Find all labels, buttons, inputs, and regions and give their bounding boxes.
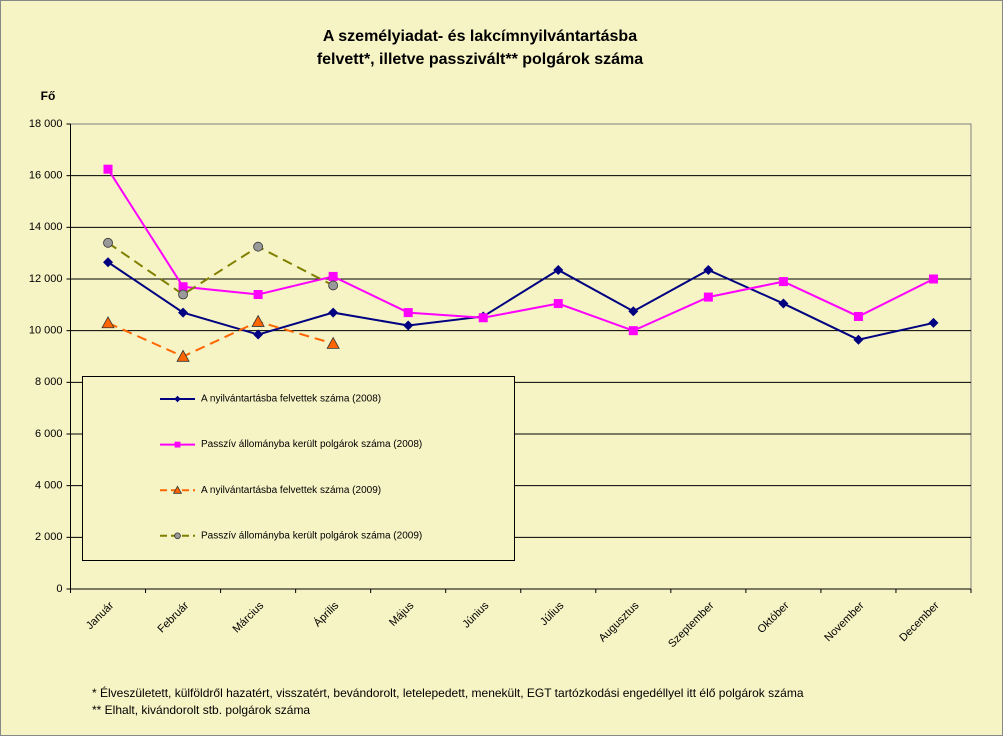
- marker: [178, 289, 188, 300]
- series-line: [107, 242, 334, 296]
- y-tick-label: 14 000: [29, 221, 63, 233]
- series-line: [107, 261, 934, 341]
- y-tick-label: 8 000: [35, 376, 63, 388]
- footnote: ** Elhalt, kivándorolt stb. polgárok szá…: [92, 703, 310, 717]
- y-tick-label: 10 000: [29, 325, 63, 337]
- y-tick-label: 4 000: [35, 480, 63, 492]
- chart-title: felvett*, illetve passzivált** polgárok …: [317, 51, 643, 68]
- marker: [328, 280, 339, 291]
- legend-marker: [174, 532, 181, 540]
- y-tick-label: 0: [56, 583, 62, 595]
- marker: [253, 290, 263, 299]
- marker: [628, 326, 638, 336]
- marker: [553, 299, 563, 309]
- legend-marker: [174, 395, 181, 403]
- marker: [403, 308, 413, 318]
- marker: [328, 307, 339, 318]
- legend-marker: [172, 485, 183, 494]
- marker: [628, 306, 639, 317]
- y-tick-label: 6 000: [35, 428, 63, 440]
- marker: [778, 298, 789, 309]
- y-tick-label: 12 000: [29, 273, 63, 285]
- marker: [853, 311, 863, 321]
- marker: [176, 349, 190, 362]
- y-tick-label: 2 000: [35, 531, 63, 543]
- legend-marker: [174, 441, 181, 448]
- marker: [853, 334, 864, 345]
- marker: [178, 282, 188, 292]
- marker: [328, 271, 338, 281]
- marker: [103, 164, 113, 174]
- marker: [778, 277, 788, 287]
- y-tick-label: 16 000: [29, 170, 63, 182]
- marker: [253, 241, 264, 252]
- series-line: [107, 320, 334, 358]
- marker: [703, 292, 713, 302]
- marker: [251, 314, 265, 327]
- marker: [403, 320, 414, 331]
- marker: [553, 264, 564, 275]
- marker: [928, 274, 938, 284]
- footnote: * Élveszületett, külföldről hazatért, vi…: [92, 685, 804, 700]
- marker: [178, 307, 189, 318]
- marker: [101, 316, 115, 329]
- chart-title: A személyiadat- és lakcímnyilvántartásba: [323, 28, 637, 45]
- marker: [253, 329, 264, 340]
- y-axis-label: Fő: [41, 89, 56, 103]
- legend: [82, 376, 515, 561]
- marker: [703, 264, 714, 275]
- legend-label: Passzív állományba került polgárok száma…: [201, 439, 422, 450]
- marker: [928, 317, 939, 328]
- marker: [103, 237, 113, 248]
- marker: [478, 313, 488, 323]
- marker: [103, 257, 114, 268]
- legend-label: A nyilvántartásba felvettek száma (2008): [201, 394, 381, 405]
- legend-label: A nyilvántartásba felvettek száma (2009): [201, 485, 381, 496]
- legend-label: Passzív állományba került polgárok száma…: [201, 530, 422, 541]
- y-tick-label: 18 000: [29, 118, 63, 130]
- series-line: [107, 168, 934, 332]
- marker: [326, 336, 340, 349]
